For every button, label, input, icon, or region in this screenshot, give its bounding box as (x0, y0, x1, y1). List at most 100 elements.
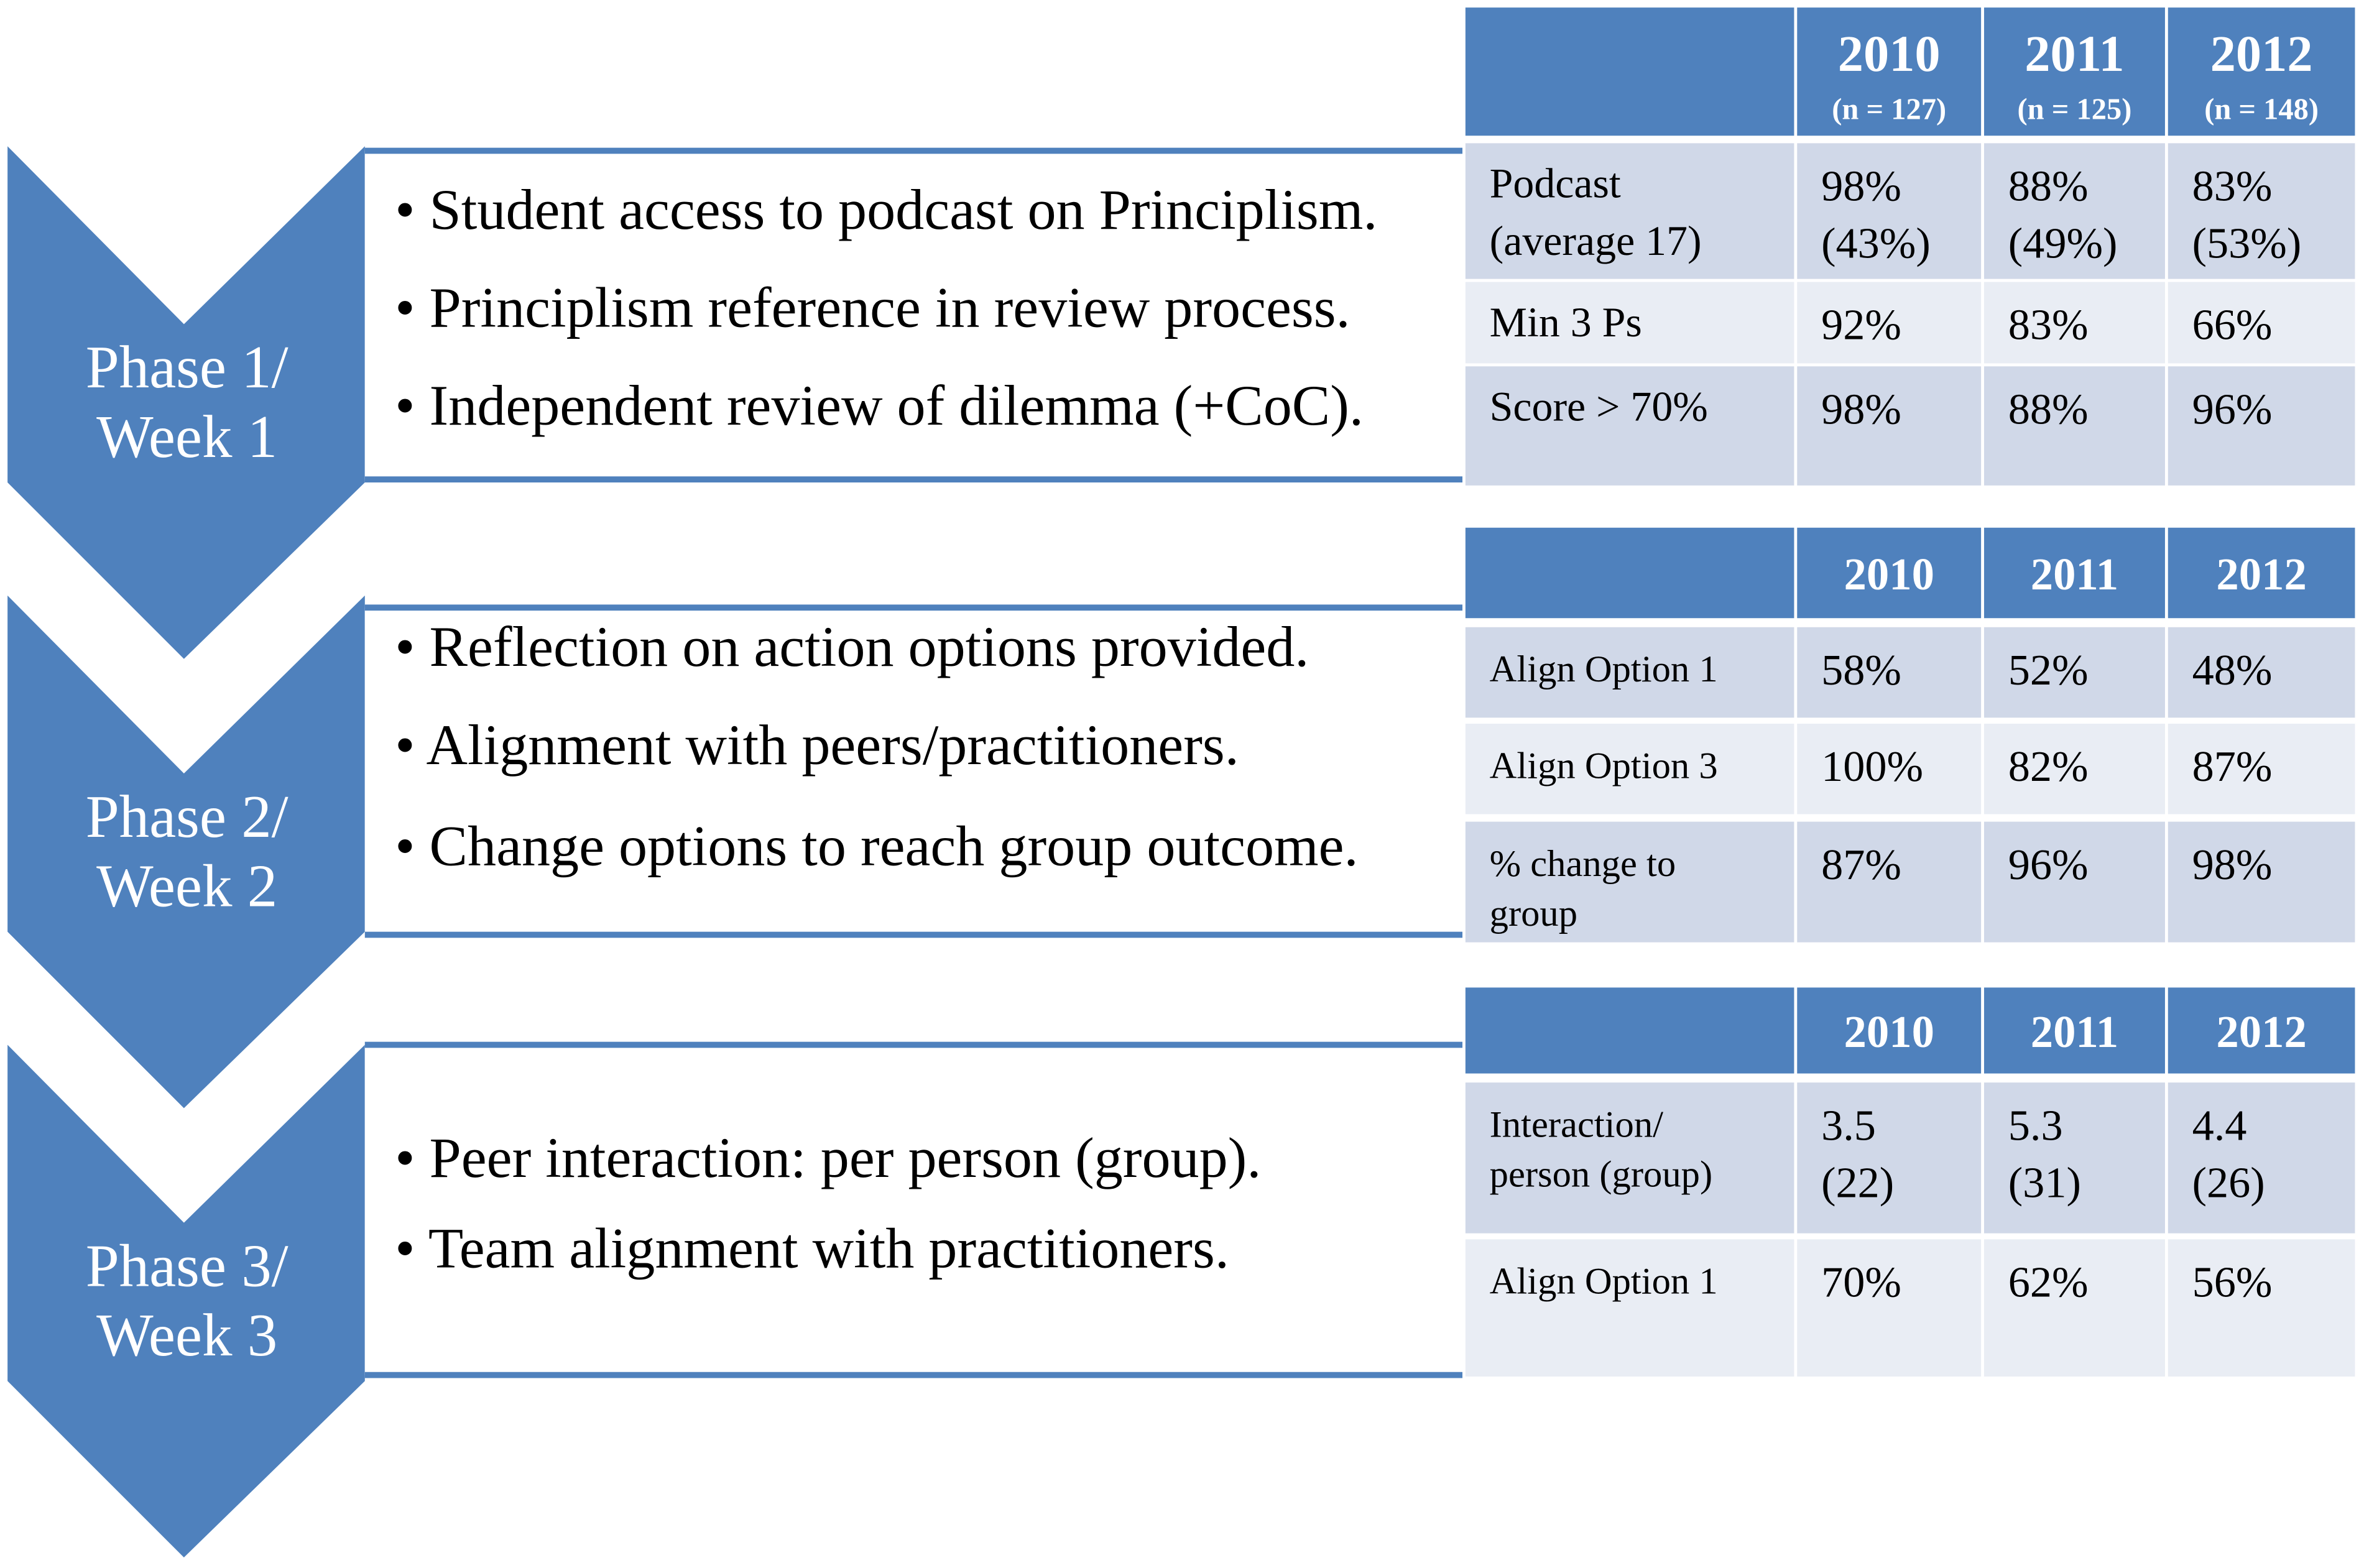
bullet: • Student access to podcast on Principli… (395, 178, 1377, 241)
header-cell (1797, 987, 1982, 1074)
table-cell (2168, 821, 2355, 943)
cell-value: 88% (2008, 385, 2089, 433)
cell-value: 92% (1821, 301, 1901, 349)
table-cell (2168, 724, 2355, 814)
table-cell (1465, 821, 1794, 943)
table-cell (1983, 724, 2165, 814)
phase-box (364, 150, 1463, 480)
cell-value: 96% (2008, 841, 2089, 889)
cell-value: (26) (2192, 1158, 2265, 1207)
row-label: Score > 70% (1490, 384, 1708, 430)
header-cell (2168, 7, 2355, 136)
cell-value: (53%) (2192, 219, 2302, 268)
phase-label: Week 1 (96, 404, 277, 470)
phase-chevron (7, 146, 365, 659)
header-cell (1797, 7, 1982, 136)
cell-value: (22) (1821, 1158, 1894, 1207)
header-cell (1465, 987, 1794, 1074)
cell-value: 100% (1821, 742, 1923, 791)
header-cell (1465, 527, 1794, 619)
bullet: • Team alignment with practitioners. (395, 1217, 1229, 1280)
cell-value: 56% (2192, 1258, 2273, 1306)
cell-value: 3.5 (1821, 1101, 1876, 1150)
bullet: • Peer interaction: per person (group). (395, 1126, 1261, 1189)
year: 2010 (1844, 549, 1934, 599)
table-cell (1797, 282, 1982, 364)
table-cell (2168, 627, 2355, 718)
table-cell (1983, 366, 2165, 486)
table-cell (1465, 724, 1794, 814)
header-cell (1983, 7, 2165, 136)
cell-value: 48% (2192, 646, 2273, 694)
bullet: • Reflection on action options provided. (395, 615, 1309, 678)
header-cell (1983, 987, 2165, 1074)
sample-size: (n = 125) (2018, 93, 2132, 126)
phase-label: Phase 2/ (86, 783, 289, 850)
header-cell (2168, 527, 2355, 619)
row-label: Podcast (1490, 160, 1621, 207)
cell-value: 83% (2192, 162, 2273, 211)
table-cell (1465, 1082, 1794, 1234)
cell-value: 98% (1821, 162, 1901, 211)
cell-value: 62% (2008, 1258, 2089, 1306)
row-label: Align Option 1 (1490, 1261, 1718, 1303)
row-label: group (1490, 893, 1577, 934)
cell-value: 88% (2008, 162, 2089, 211)
sample-size: (n = 127) (1832, 93, 1946, 126)
year: 2012 (2210, 25, 2313, 82)
cell-value: 4.4 (2192, 1101, 2247, 1150)
cell-value: 58% (1821, 646, 1901, 694)
cell-value: 83% (2008, 301, 2089, 349)
table-cell (2168, 143, 2355, 279)
cell-value: 98% (2192, 841, 2273, 889)
table-cell (1983, 627, 2165, 718)
table-cell (2168, 282, 2355, 364)
table-cell (1465, 1239, 1794, 1377)
row-label: % change to (1490, 843, 1676, 885)
table-cell (1797, 627, 1982, 718)
row-label: Align Option 1 (1490, 648, 1718, 690)
year: 2012 (2216, 1007, 2306, 1057)
header-cell (1797, 527, 1982, 619)
table-cell (2168, 1239, 2355, 1377)
year: 2011 (2031, 1007, 2118, 1057)
phase-box (364, 607, 1463, 935)
row-label: (average 17) (1490, 218, 1702, 264)
cell-value: 98% (1821, 385, 1901, 433)
row-label: Min 3 Ps (1490, 299, 1642, 346)
row-label: Interaction/ (1490, 1104, 1663, 1145)
table-cell (1797, 724, 1982, 814)
cell-value: (49%) (2008, 219, 2118, 268)
phase-label: Phase 1/ (86, 334, 289, 400)
phase-chevron (7, 595, 365, 1109)
cell-value: (31) (2008, 1158, 2081, 1207)
phase-label: Week 3 (96, 1302, 277, 1368)
table-cell (2168, 366, 2355, 486)
sample-size: (n = 148) (2204, 93, 2319, 126)
bullet: • Principlism reference in review proces… (395, 276, 1350, 339)
cell-value: 96% (2192, 385, 2273, 433)
table-cell (1983, 1239, 2165, 1377)
phase-chevron (7, 1045, 365, 1558)
row-label: Align Option 3 (1490, 745, 1718, 786)
cell-value: 82% (2008, 742, 2089, 791)
table-cell (2168, 1082, 2355, 1234)
header-cell (1983, 527, 2165, 619)
table-cell (1797, 821, 1982, 943)
year: 2012 (2216, 549, 2306, 599)
table-cell (1797, 1082, 1982, 1234)
year: 2010 (1838, 25, 1941, 82)
year: 2011 (2025, 25, 2124, 82)
phase-label: Week 2 (96, 852, 277, 919)
table-cell (1983, 1082, 2165, 1234)
cell-value: (43%) (1821, 219, 1931, 268)
bullet: • Independent review of dilemma (+CoC). (395, 374, 1364, 437)
header-cell (1465, 7, 1794, 136)
phase-label: Phase 3/ (86, 1233, 289, 1299)
table-cell (1983, 282, 2165, 364)
table-cell (1465, 627, 1794, 718)
cell-value: 87% (1821, 841, 1901, 889)
bullet: • Change options to reach group outcome. (395, 814, 1358, 877)
